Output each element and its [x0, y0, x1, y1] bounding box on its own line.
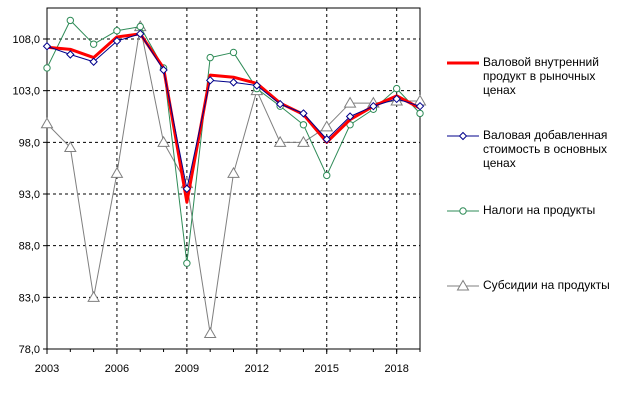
series-3-point: [114, 28, 120, 34]
series-3-point: [300, 122, 306, 128]
y-tick-label: 103,0: [12, 86, 40, 98]
legend-swatch: [445, 278, 481, 294]
x-tick-label: 2006: [105, 363, 129, 375]
legend-label: Валовая добавленная стоимость в основных…: [483, 128, 620, 170]
series-3-point: [207, 54, 213, 60]
series-3-point: [137, 23, 143, 29]
legend-swatch-marker: [460, 208, 466, 214]
legend-label: Валовой внутренний продукт в рыночных це…: [483, 55, 620, 97]
series-3-point: [417, 110, 423, 116]
legend-swatch: [445, 128, 481, 144]
series-3-point: [230, 49, 236, 55]
series-3-point: [393, 85, 399, 91]
series-3-point: [324, 172, 330, 178]
series-3-point: [67, 17, 73, 23]
legend-swatch: [445, 203, 481, 219]
legend-swatch-marker: [460, 133, 467, 140]
legend: Валовой внутренний продукт в рыночных це…: [445, 0, 620, 405]
series-3-point: [44, 65, 50, 71]
legend-label: Субсидии на продукты: [483, 278, 620, 292]
y-tick-label: 83,0: [19, 292, 40, 304]
series-3-point: [184, 260, 190, 266]
x-tick-label: 2003: [35, 363, 59, 375]
legend-swatch: [445, 55, 481, 71]
x-tick-label: 2018: [384, 363, 408, 375]
legend-label: Налоги на продукты: [483, 203, 620, 217]
y-tick-label: 98,0: [19, 137, 40, 149]
y-tick-label: 93,0: [19, 189, 40, 201]
plot-area: [47, 8, 420, 349]
y-tick-label: 88,0: [19, 241, 40, 253]
y-tick-label: 78,0: [19, 344, 40, 356]
series-3-point: [90, 41, 96, 47]
legend-swatch-marker: [458, 281, 469, 291]
x-tick-label: 2012: [245, 363, 269, 375]
x-tick-label: 2015: [315, 363, 339, 375]
x-tick-label: 2009: [175, 363, 199, 375]
y-tick-label: 108,0: [12, 34, 40, 46]
